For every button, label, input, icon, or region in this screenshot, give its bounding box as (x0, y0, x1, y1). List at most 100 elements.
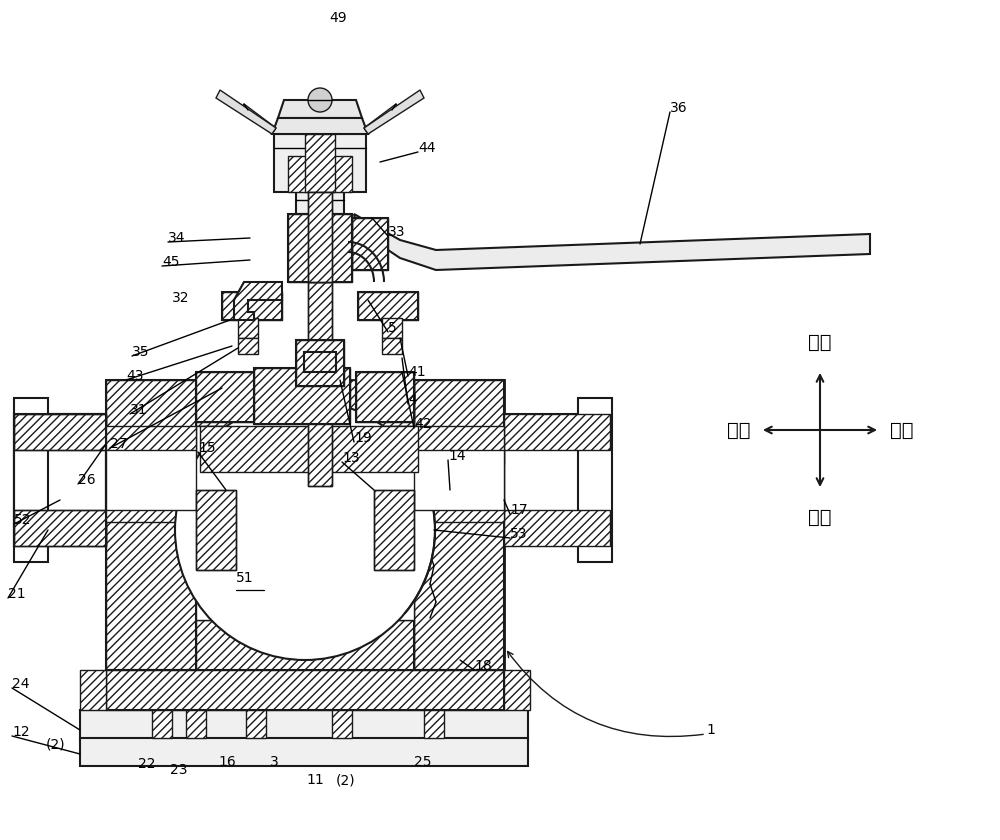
Text: 53: 53 (510, 527, 528, 541)
Bar (374, 490, 414, 570)
Bar (504, 414, 610, 450)
Bar (106, 450, 196, 510)
Bar (222, 292, 282, 320)
Bar (296, 192, 344, 214)
Bar (356, 372, 414, 422)
Bar (288, 214, 352, 282)
Bar (106, 380, 196, 670)
Bar (414, 498, 504, 522)
Bar (196, 372, 254, 422)
Text: 21: 21 (8, 587, 26, 601)
Bar (414, 426, 504, 464)
Bar (80, 710, 528, 740)
Text: 43: 43 (126, 369, 144, 383)
Bar (196, 490, 236, 570)
Bar (196, 380, 414, 426)
Text: 24: 24 (12, 677, 30, 691)
Bar (186, 710, 206, 738)
Bar (424, 710, 444, 738)
Text: 12: 12 (12, 725, 30, 739)
Text: 52: 52 (14, 513, 32, 527)
Text: 27: 27 (110, 437, 128, 451)
Bar (152, 710, 172, 738)
Bar (106, 670, 504, 710)
Text: 4: 4 (408, 393, 417, 407)
Bar (238, 318, 258, 338)
Polygon shape (272, 118, 368, 134)
Text: 32: 32 (172, 291, 190, 305)
Text: 26: 26 (78, 473, 96, 487)
Bar (200, 426, 418, 472)
Text: 34: 34 (168, 231, 186, 245)
Bar (14, 510, 106, 546)
Text: 14: 14 (448, 449, 466, 463)
Bar (254, 368, 350, 424)
Bar (504, 414, 610, 546)
Bar (106, 426, 196, 464)
Text: 42: 42 (414, 417, 432, 431)
Text: 44: 44 (418, 141, 436, 155)
Polygon shape (278, 100, 362, 118)
Bar (414, 380, 504, 670)
Bar (106, 380, 504, 670)
Text: 23: 23 (170, 763, 188, 777)
Text: 13: 13 (342, 451, 360, 465)
Polygon shape (364, 90, 424, 134)
Bar (196, 490, 236, 570)
Text: 25: 25 (414, 755, 432, 769)
Bar (196, 372, 254, 422)
Bar (196, 426, 414, 620)
Bar (222, 292, 282, 320)
Polygon shape (364, 104, 400, 134)
Text: (2): (2) (46, 737, 66, 751)
Bar (14, 510, 106, 546)
Polygon shape (234, 282, 282, 320)
Text: 45: 45 (162, 255, 180, 269)
Bar (374, 490, 414, 570)
Bar (382, 338, 402, 354)
Text: 49: 49 (329, 11, 347, 25)
Polygon shape (354, 214, 870, 270)
Bar (106, 670, 504, 710)
Bar (305, 134, 335, 192)
Bar (304, 352, 336, 372)
Text: 19: 19 (354, 431, 372, 445)
Text: 上侧: 上侧 (808, 333, 832, 352)
Bar (332, 710, 352, 738)
Text: 15: 15 (198, 441, 216, 455)
Bar (106, 380, 196, 670)
Bar (356, 372, 414, 422)
Bar (304, 352, 336, 372)
Bar (352, 218, 388, 270)
Circle shape (308, 88, 332, 112)
Text: 41: 41 (408, 365, 426, 379)
Text: 左侧: 左侧 (726, 421, 750, 439)
Bar (308, 282, 332, 486)
Bar (296, 340, 344, 386)
Bar (80, 738, 528, 766)
Bar (308, 192, 332, 282)
Text: 11: 11 (306, 773, 324, 787)
Text: (2): (2) (336, 773, 356, 787)
Bar (288, 214, 352, 282)
Bar (288, 156, 352, 192)
Bar (196, 620, 414, 670)
Polygon shape (216, 90, 276, 134)
Text: 31: 31 (130, 403, 148, 417)
Bar (358, 292, 418, 320)
Bar (14, 414, 106, 450)
Text: 22: 22 (138, 757, 156, 771)
Bar (246, 710, 266, 738)
Bar (14, 414, 106, 450)
Bar (382, 318, 402, 338)
Bar (504, 510, 610, 546)
Text: 17: 17 (510, 503, 528, 517)
Bar (352, 218, 388, 270)
Bar (578, 398, 612, 562)
Bar (296, 340, 344, 386)
Bar (308, 192, 332, 282)
Bar (106, 498, 196, 522)
Bar (14, 414, 106, 546)
Text: 36: 36 (670, 101, 688, 115)
Bar (14, 414, 106, 546)
